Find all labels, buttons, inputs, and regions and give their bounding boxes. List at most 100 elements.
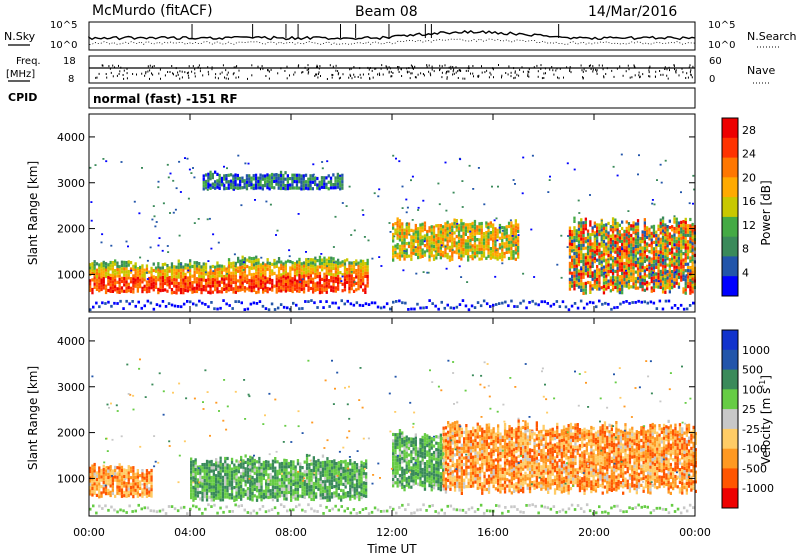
heatmap-cell xyxy=(95,493,99,497)
heatmap-cell xyxy=(262,460,265,464)
heatmap-cell xyxy=(452,306,456,310)
heatmap-cell xyxy=(582,256,585,260)
heatmap-cell xyxy=(143,483,146,487)
heatmap-cell xyxy=(234,271,237,275)
heatmap-cell xyxy=(100,287,103,292)
heatmap-cell xyxy=(223,174,226,178)
heatmap-cell xyxy=(257,179,260,183)
heatmap-cell xyxy=(492,236,495,240)
heatmap-cell xyxy=(154,285,158,289)
heatmap-cell xyxy=(632,250,635,254)
heatmap-cell xyxy=(262,476,265,481)
heatmap-cell xyxy=(430,228,433,232)
heatmap-cell xyxy=(293,173,296,177)
heatmap-cell xyxy=(401,244,404,248)
heatmap-cell xyxy=(334,504,337,508)
heatmap-cell xyxy=(639,249,642,253)
heatmap-cell xyxy=(522,156,525,159)
heatmap-cell xyxy=(217,487,220,491)
heatmap-cell xyxy=(295,183,299,187)
freq-mark xyxy=(388,66,390,69)
heatmap-cell xyxy=(193,267,196,271)
heatmap-cell xyxy=(296,282,299,286)
heatmap-cell xyxy=(221,485,225,489)
heatmap-cell xyxy=(141,494,144,498)
heatmap-cell xyxy=(199,484,202,488)
heatmap-cell xyxy=(206,218,209,221)
heatmap-cell xyxy=(632,230,635,235)
heatmap-cell xyxy=(132,280,135,284)
heatmap-cell xyxy=(286,306,289,310)
heatmap-cell xyxy=(668,274,671,278)
heatmap-cell xyxy=(173,507,177,511)
heatmap-cell xyxy=(648,269,651,273)
heatmap-cell xyxy=(125,488,128,492)
heatmap-cell xyxy=(192,463,195,467)
heatmap-cell xyxy=(269,476,272,480)
heatmap-cell xyxy=(485,237,488,241)
freq-mark xyxy=(648,71,650,74)
freq-mark xyxy=(412,65,413,68)
heatmap-cell xyxy=(655,275,658,279)
heatmap-cell xyxy=(218,186,221,190)
heatmap-cell xyxy=(657,282,660,286)
heatmap-cell xyxy=(646,287,649,291)
heatmap-cell xyxy=(146,278,149,280)
heatmap-cell xyxy=(577,224,581,228)
heatmap-cell xyxy=(201,482,204,486)
heatmap-cell xyxy=(257,284,260,288)
heatmap-cell xyxy=(487,229,490,233)
heatmap-cell xyxy=(686,246,690,250)
freq-mark xyxy=(187,74,189,77)
heatmap-cell xyxy=(451,251,454,255)
heatmap-cell xyxy=(248,180,251,184)
heatmap-cell xyxy=(220,271,224,275)
heatmap-cell xyxy=(236,186,239,190)
heatmap-cell xyxy=(451,238,454,242)
heatmap-cell xyxy=(102,267,105,271)
heatmap-cell xyxy=(125,469,128,473)
heatmap-cell xyxy=(616,504,619,508)
heatmap-cell xyxy=(449,504,453,508)
heatmap-cell xyxy=(598,242,601,246)
heatmap-cell xyxy=(195,505,198,509)
freq-mark xyxy=(689,64,691,67)
heatmap-cell xyxy=(573,284,576,288)
heatmap-cell xyxy=(419,252,422,256)
heatmap-cell xyxy=(268,183,271,188)
heatmap-cell xyxy=(127,260,130,264)
heatmap-cell xyxy=(193,277,196,281)
heatmap-cell xyxy=(198,299,201,303)
heatmap-cell xyxy=(641,246,644,250)
heatmap-cell xyxy=(251,475,254,479)
freq-mark xyxy=(552,69,554,72)
heatmap-cell xyxy=(139,493,142,497)
heatmap-cell xyxy=(485,231,488,235)
heatmap-cell xyxy=(192,472,195,477)
nave-tick-low: 0 xyxy=(709,74,715,85)
heatmap-cell xyxy=(150,472,153,476)
heatmap-cell xyxy=(605,281,608,285)
heatmap-cell xyxy=(315,492,318,496)
heatmap-cell xyxy=(246,307,250,311)
heatmap-cell xyxy=(215,474,218,478)
heatmap-cell xyxy=(602,243,606,247)
heatmap-cell xyxy=(315,485,318,490)
heatmap-cell xyxy=(266,186,269,190)
heatmap-cell xyxy=(205,488,209,492)
freq-mark xyxy=(543,72,545,75)
heatmap-cell xyxy=(584,246,587,250)
heatmap-cell xyxy=(435,240,438,244)
heatmap-cell xyxy=(498,504,501,508)
heatmap-cell xyxy=(184,157,186,159)
heatmap-cell xyxy=(419,245,422,249)
heatmap-cell xyxy=(403,254,406,258)
heatmap-cell xyxy=(478,222,481,226)
heatmap-cell xyxy=(114,285,117,289)
heatmap-cell xyxy=(189,284,192,289)
heatmap-cell xyxy=(296,478,300,482)
heatmap-cell xyxy=(228,473,231,478)
heatmap-cell xyxy=(330,266,333,270)
freq-mark xyxy=(316,73,318,76)
heatmap-cell xyxy=(616,282,619,287)
